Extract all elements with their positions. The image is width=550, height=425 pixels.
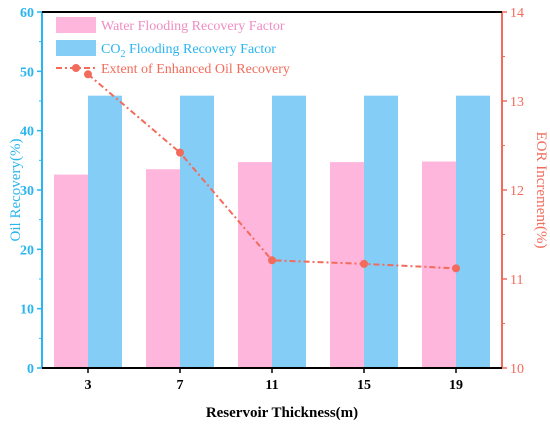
eor-point-19 (452, 264, 460, 273)
eor-point-15 (360, 259, 368, 268)
bar-co2-11 (272, 95, 306, 368)
x-tick-label-7: 7 (177, 378, 184, 393)
legend-label-eor: Extent of Enhanced Oil Recovery (101, 62, 290, 77)
bar-water-7 (146, 169, 180, 368)
x-tick-label-11: 11 (265, 378, 278, 393)
right-tick-label-13: 13 (510, 95, 524, 110)
legend-label-co2-rest: Flooding Recovery Factor (125, 42, 276, 57)
right-tick-label-14: 14 (510, 6, 524, 21)
bar-water-11 (238, 162, 272, 368)
legend-label-water: Water Flooding Recovery Factor (101, 19, 285, 34)
legend-swatch-co2 (56, 40, 96, 56)
right-tick-label-10: 10 (510, 362, 524, 377)
bar-water-3 (54, 174, 88, 368)
legend-swatch-water (56, 17, 96, 33)
left-tick-label-40: 40 (20, 125, 34, 140)
eor-point-7 (176, 148, 184, 157)
left-axis-title: Oil Recovery(%) (8, 139, 24, 242)
legend-label-co2-main: CO (101, 42, 120, 57)
legend: Water Flooding Recovery Factor CO2 Flood… (56, 17, 290, 77)
right-tick-label-11: 11 (510, 273, 523, 288)
x-tick-label-19: 19 (449, 378, 463, 393)
bar-co2-3 (88, 95, 122, 368)
bar-co2-7 (180, 95, 214, 368)
bar-water-19 (422, 161, 456, 368)
left-tick-label-10: 10 (20, 303, 34, 318)
left-tick-label-30: 30 (20, 184, 34, 199)
left-tick-label-20: 20 (20, 243, 34, 258)
bar-co2-15 (364, 95, 398, 368)
left-tick-label-60: 60 (20, 6, 34, 21)
ticks-layer: 0 10 20 30 40 50 60 10 11 12 13 14 3 7 11 15 19 (20, 6, 524, 393)
line-layer (84, 70, 460, 273)
bar-water-15 (330, 162, 364, 368)
right-tick-label-12: 12 (510, 184, 524, 199)
x-axis-title: Reservoir Thickness(m) (206, 405, 358, 421)
left-tick-label-50: 50 (20, 65, 34, 80)
eor-point-11 (268, 256, 276, 265)
legend-swatch-eor-marker (72, 64, 80, 72)
x-tick-label-3: 3 (85, 378, 92, 393)
eor-point-3 (84, 70, 92, 79)
left-tick-label-0: 0 (27, 362, 34, 377)
right-axis-title: EOR Increment(%) (533, 131, 549, 248)
legend-label-co2-subscript: 2 (120, 49, 125, 60)
bars-layer (54, 95, 490, 368)
x-tick-label-15: 15 (357, 378, 371, 393)
bar-co2-19 (456, 95, 490, 368)
legend-label-co2: CO2 Flooding Recovery Factor (101, 42, 276, 60)
